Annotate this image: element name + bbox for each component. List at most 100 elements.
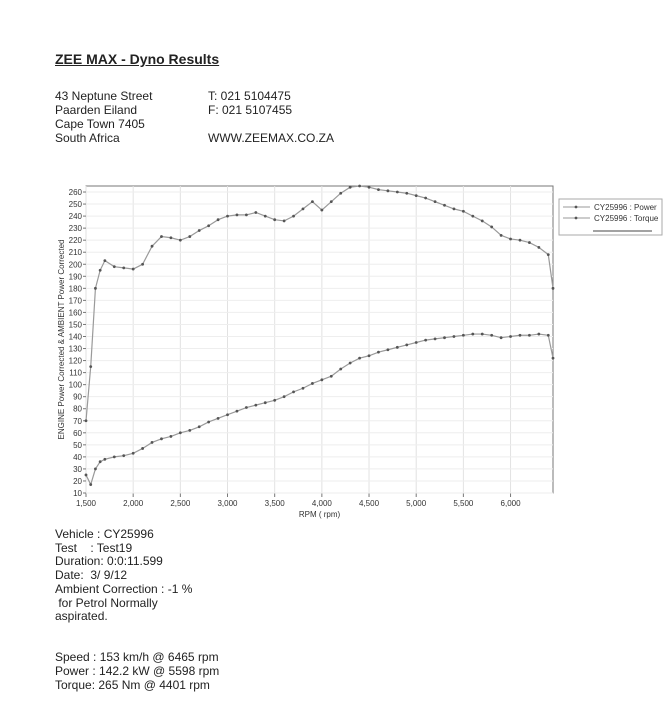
data-point: [480, 332, 484, 336]
data-point: [537, 246, 541, 249]
data-point: [141, 447, 145, 450]
data-point: [546, 253, 550, 257]
x-tick-label: 5,000: [406, 499, 427, 508]
data-point: [348, 361, 352, 365]
data-point: [84, 473, 88, 477]
data-point: [386, 348, 390, 352]
data-point: [235, 213, 239, 217]
data-point: [386, 189, 390, 193]
info-line: Date: 3/ 9/12: [55, 568, 128, 583]
data-point: [339, 191, 343, 195]
data-point: [301, 386, 305, 390]
data-point: [405, 343, 409, 347]
data-point: [292, 214, 295, 218]
x-tick-label: 3,000: [217, 499, 238, 508]
data-point: [112, 455, 116, 459]
data-point: [339, 367, 343, 371]
data-point: [471, 332, 475, 336]
data-point: [178, 431, 182, 435]
data-point: [188, 235, 192, 238]
data-point: [424, 196, 428, 200]
data-point: [490, 333, 494, 337]
data-point: [207, 420, 211, 424]
x-tick-label: 4,000: [312, 499, 333, 508]
data-point: [254, 403, 258, 407]
data-point: [395, 345, 399, 349]
data-point: [480, 219, 484, 223]
data-point: [311, 382, 314, 385]
data-point: [141, 262, 145, 266]
data-point: [329, 200, 333, 204]
data-point: [216, 416, 220, 420]
y-tick-label: 110: [69, 369, 82, 378]
info-line: Duration: 0:0:11.599: [55, 554, 163, 569]
data-point: [188, 428, 192, 432]
info-line: Vehicle : CY25996: [55, 527, 154, 541]
y-tick-label: 190: [69, 272, 83, 281]
data-point: [226, 413, 229, 417]
result-line: Power : 142.2 kW @ 5598 rpm: [55, 664, 220, 678]
data-point: [311, 200, 314, 204]
data-point: [443, 203, 446, 207]
data-point: [150, 441, 154, 444]
data-point: [452, 335, 456, 338]
data-point: [395, 190, 399, 194]
y-tick-label: 230: [69, 224, 83, 233]
data-point: [320, 208, 324, 212]
data-point: [471, 214, 475, 218]
data-point: [122, 454, 126, 458]
result-line: Torque: 265 Nm @ 4401 rpm: [55, 678, 210, 692]
data-point: [546, 333, 550, 337]
data-point: [94, 467, 97, 471]
y-tick-label: 100: [69, 381, 83, 390]
y-tick-label: 210: [69, 248, 83, 257]
data-point: [358, 184, 361, 188]
data-point: [273, 398, 277, 402]
data-point: [461, 209, 465, 213]
data-point: [89, 365, 93, 368]
y-tick-label: 240: [69, 212, 83, 221]
data-point: [216, 218, 220, 222]
data-point: [103, 259, 107, 263]
address-line: 43 Neptune Street: [55, 89, 153, 103]
y-tick-label: 60: [73, 429, 82, 438]
data-point: [226, 214, 229, 218]
legend-label: CY25996 : Power: [594, 203, 657, 212]
x-tick-label: 6,000: [501, 499, 522, 508]
y-tick-label: 180: [69, 284, 83, 293]
data-point: [263, 401, 267, 405]
data-point: [98, 268, 102, 272]
data-point: [301, 207, 305, 211]
data-point: [551, 356, 555, 360]
x-tick-label: 4,500: [359, 499, 380, 508]
data-point: [89, 483, 93, 486]
data-point: [367, 185, 371, 189]
y-tick-label: 150: [69, 320, 83, 329]
address-line: South Africa: [55, 131, 120, 145]
x-tick-label: 5,500: [453, 499, 474, 508]
data-point: [499, 336, 503, 340]
data-point: [528, 333, 531, 337]
legend-marker: [574, 205, 578, 209]
y-tick-label: 200: [69, 260, 83, 269]
data-point: [282, 219, 286, 223]
info-line: for Petrol Normally: [55, 595, 158, 610]
data-point: [424, 338, 428, 342]
x-tick-label: 3,500: [265, 499, 286, 508]
data-point: [131, 267, 135, 271]
data-point: [414, 194, 418, 198]
y-tick-label: 130: [69, 345, 83, 354]
y-tick-label: 40: [73, 453, 82, 462]
y-tick-label: 140: [69, 332, 83, 341]
data-point: [282, 395, 286, 399]
data-point: [551, 286, 555, 290]
info-line: Ambient Correction : -1 %: [55, 581, 193, 596]
data-point: [150, 244, 154, 248]
legend-box: [558, 198, 663, 236]
data-point: [377, 188, 380, 192]
title: ZEE MAX - Dyno Results: [55, 51, 220, 67]
data-point: [443, 336, 446, 340]
y-tick-label: 160: [69, 308, 83, 317]
data-point: [358, 356, 361, 360]
